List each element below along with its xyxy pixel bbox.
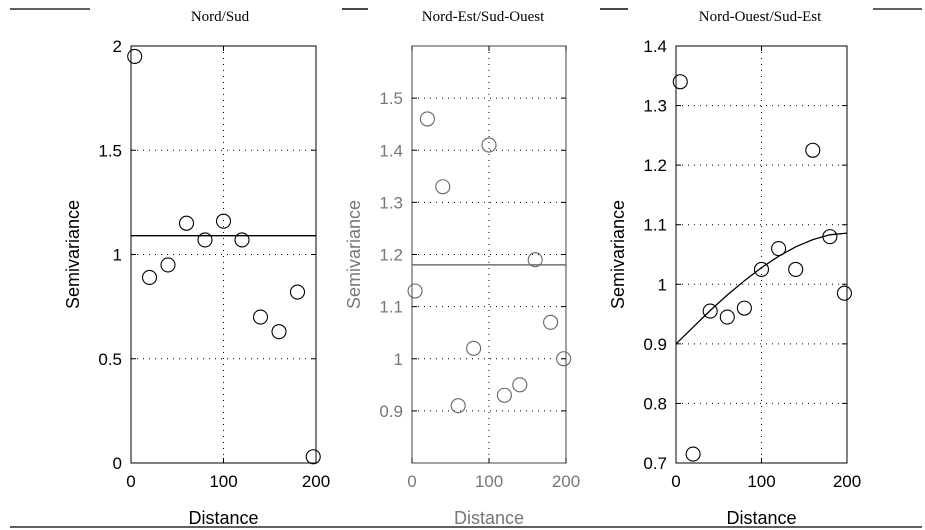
data-point: [788, 261, 804, 277]
data-point: [685, 446, 701, 462]
y-tick-label: 1.2: [643, 156, 667, 175]
panel-nord-ouest-sud-est: Nord-Ouest/Sud-Est 0 100 200 0.7 0.8 0.9 1 1.1 1.…: [600, 8, 922, 528]
data-point: [466, 340, 482, 356]
data-point: [719, 309, 735, 325]
y-tick-label: 1.3: [643, 97, 667, 116]
data-point: [736, 300, 752, 316]
data-point: [289, 284, 306, 300]
data-point: [702, 303, 718, 319]
x-axis-label: Distance: [454, 508, 524, 528]
y-tick-label: 1.2: [379, 246, 403, 265]
y-tick-label: 0: [113, 454, 122, 473]
data-point: [836, 285, 852, 301]
data-point: [556, 351, 572, 367]
data-point: [753, 261, 770, 277]
panel-nord-est-sud-ouest: Nord-Est/Sud-Ouest 0 100 200 0.9 1 1.1 1.2 1.3 1.…: [342, 8, 628, 528]
data-point: [178, 215, 195, 231]
data-point: [450, 398, 466, 414]
y-tick-label: 1.4: [643, 37, 667, 56]
data-point: [252, 309, 269, 325]
x-axis-label: Distance: [188, 508, 258, 528]
y-tick-label: 1: [658, 275, 667, 294]
data-point: [805, 142, 821, 158]
data-point: [435, 179, 451, 195]
x-tick-label: 100: [747, 472, 775, 491]
data-point: [305, 449, 321, 465]
data-point: [215, 213, 232, 229]
data-point: [407, 283, 423, 299]
chart-title: Nord/Sud: [191, 9, 250, 25]
y-tick-label: 1: [394, 350, 403, 369]
y-tick-label: 0.7: [643, 454, 667, 473]
x-tick-label: 0: [126, 472, 135, 491]
data-point: [141, 269, 158, 285]
data-point: [197, 232, 213, 248]
y-tick-label: 1.4: [379, 141, 403, 160]
y-tick-label: 1.1: [379, 298, 403, 317]
model-line: [676, 232, 847, 345]
data-point: [234, 232, 250, 248]
data-point: [160, 257, 176, 273]
y-tick-label: 1.1: [643, 216, 667, 235]
x-tick-label: 100: [209, 472, 237, 491]
data-point: [419, 111, 435, 127]
x-axis-label: Distance: [726, 508, 796, 528]
y-tick-label: 1: [113, 246, 122, 265]
data-point: [481, 137, 497, 153]
data-point: [512, 377, 528, 393]
x-tick-label: 200: [833, 472, 861, 491]
y-axis-label: Semivariance: [344, 200, 364, 309]
x-tick-label: 0: [407, 472, 416, 491]
y-axis-label: Semivariance: [608, 200, 628, 309]
data-point: [672, 74, 688, 90]
x-tick-label: 200: [552, 472, 580, 491]
data-point: [496, 387, 512, 403]
data-point: [771, 240, 787, 257]
data-point: [127, 48, 143, 64]
data-point: [271, 324, 287, 340]
chart-title: Nord-Est/Sud-Ouest: [422, 9, 545, 25]
y-tick-label: 0.5: [98, 350, 122, 369]
y-tick-label: 0.9: [643, 335, 667, 354]
y-axis-label: Semivariance: [63, 200, 83, 309]
x-tick-label: 200: [302, 472, 330, 491]
y-tick-label: 1.5: [98, 141, 122, 160]
panel-nord-sud: Nord/Sud 0 100 200 0 0.5 1 1.5 2 Distance Semivari…: [10, 8, 368, 528]
data-point: [527, 252, 543, 268]
x-tick-label: 100: [475, 472, 503, 491]
chart-title: Nord-Ouest/Sud-Est: [699, 9, 822, 25]
x-tick-label: 0: [671, 472, 680, 491]
y-tick-label: 2: [113, 37, 122, 56]
data-point: [543, 314, 559, 330]
y-tick-label: 0.9: [379, 402, 403, 421]
data-point: [822, 229, 838, 245]
y-tick-label: 0.8: [643, 394, 667, 413]
y-tick-label: 1.5: [379, 89, 403, 108]
y-tick-label: 1.3: [379, 193, 403, 212]
